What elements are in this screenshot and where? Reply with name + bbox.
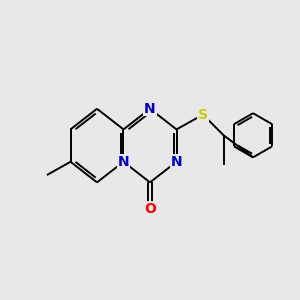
Text: O: O — [144, 202, 156, 216]
Text: N: N — [118, 155, 129, 169]
Text: S: S — [198, 108, 208, 122]
Text: N: N — [171, 155, 182, 169]
Text: N: N — [144, 102, 156, 116]
